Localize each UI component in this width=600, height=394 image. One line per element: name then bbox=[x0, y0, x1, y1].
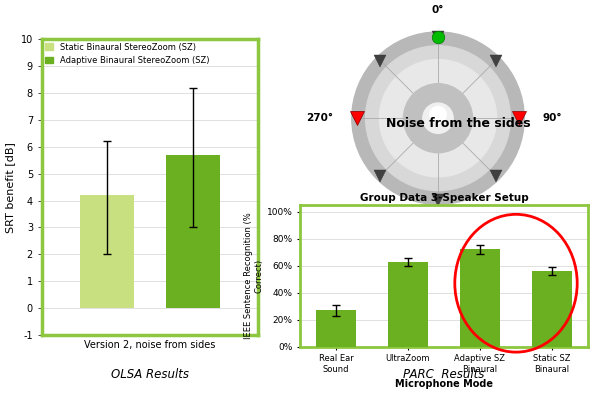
Text: OLSA Results: OLSA Results bbox=[111, 368, 189, 381]
Text: PARC  Results: PARC Results bbox=[403, 368, 485, 381]
Y-axis label: SRT benefit [dB]: SRT benefit [dB] bbox=[5, 142, 15, 232]
Bar bbox=[532, 271, 572, 347]
Y-axis label: IEEE Sentence Recognition (%
Correct): IEEE Sentence Recognition (% Correct) bbox=[244, 212, 264, 339]
Text: 90°: 90° bbox=[543, 113, 562, 123]
Circle shape bbox=[352, 32, 524, 204]
Bar bbox=[316, 310, 356, 347]
Bar bbox=[460, 249, 500, 347]
Circle shape bbox=[423, 103, 453, 133]
Title: Group Data 3-Speaker Setup: Group Data 3-Speaker Setup bbox=[359, 193, 529, 203]
Circle shape bbox=[379, 59, 497, 177]
Legend: Static Binaural StereoZoom (SZ), Adaptive Binaural StereoZoom (SZ): Static Binaural StereoZoom (SZ), Adaptiv… bbox=[44, 41, 211, 67]
Bar bbox=[388, 262, 428, 347]
Circle shape bbox=[430, 106, 446, 123]
Text: 0°: 0° bbox=[432, 5, 444, 15]
Text: Noise from the sides: Noise from the sides bbox=[386, 117, 531, 130]
X-axis label: Microphone Mode: Microphone Mode bbox=[395, 379, 493, 389]
Text: 270°: 270° bbox=[306, 113, 333, 123]
Bar bbox=[80, 195, 134, 308]
Circle shape bbox=[404, 84, 472, 152]
Circle shape bbox=[365, 46, 511, 191]
Bar bbox=[166, 155, 220, 308]
Text: 180°: 180° bbox=[425, 221, 451, 232]
